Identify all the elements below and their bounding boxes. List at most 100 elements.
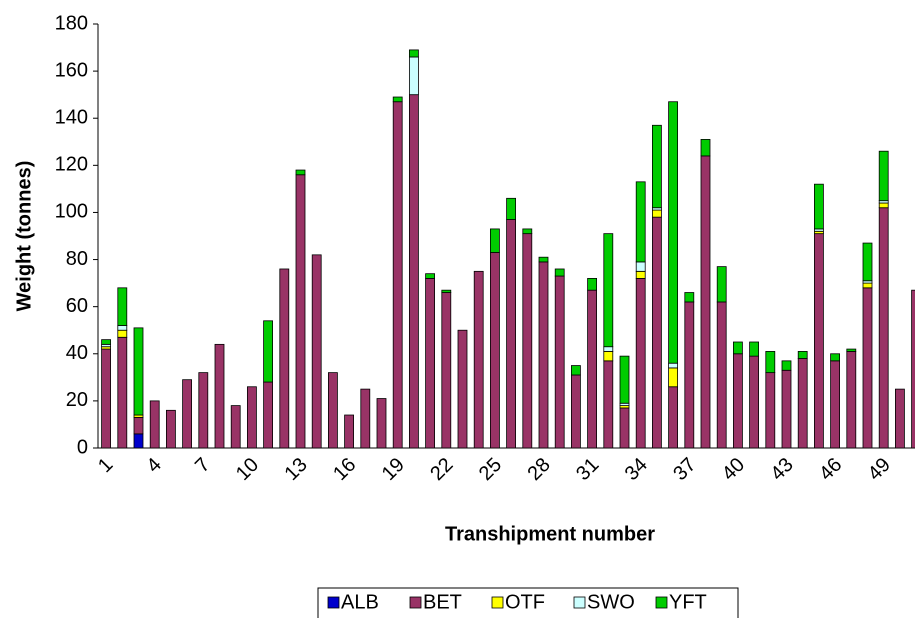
bar-segment xyxy=(668,101,678,364)
y-tick-label: 0 xyxy=(77,436,88,458)
bar-segment xyxy=(603,351,614,362)
legend-label: BET xyxy=(423,591,462,613)
bar-segment xyxy=(814,233,824,449)
bar-segment xyxy=(684,301,695,449)
bar-segment xyxy=(733,353,743,449)
legend-swatch xyxy=(409,596,422,609)
bar-segment xyxy=(457,329,468,449)
bar-segment xyxy=(392,101,403,449)
bar-segment xyxy=(830,360,840,449)
bar-segment xyxy=(554,275,565,449)
bar-segment xyxy=(781,360,792,371)
bar-segment xyxy=(878,150,889,202)
bar-segment xyxy=(765,372,776,449)
bar-segment xyxy=(279,268,290,449)
legend-swatch xyxy=(327,596,340,609)
bar-segment xyxy=(846,351,857,449)
bar-segment xyxy=(716,301,727,449)
bar-segment xyxy=(765,351,776,374)
x-tick-label: 34 xyxy=(621,454,652,485)
bar-segment xyxy=(117,329,128,338)
y-axis-title: Weight (tonnes) xyxy=(13,161,35,312)
x-tick-label: 25 xyxy=(475,454,506,485)
bar-segment xyxy=(392,96,403,103)
bar-segment xyxy=(327,372,338,449)
y-tick-label: 80 xyxy=(66,248,88,270)
legend-label: ALB xyxy=(341,591,379,613)
bar-segment xyxy=(749,355,759,449)
bar-segment xyxy=(360,388,371,449)
bar-segment xyxy=(198,372,209,449)
bar-segment xyxy=(652,124,662,209)
bar-segment xyxy=(619,407,630,449)
bar-segment xyxy=(489,252,500,449)
bar-segment xyxy=(652,209,662,218)
bar-segment xyxy=(862,242,873,282)
bar-segment xyxy=(716,266,727,303)
bar-segment xyxy=(230,405,241,449)
bar-segment xyxy=(603,360,614,449)
bar-segment xyxy=(635,277,646,449)
legend-label: YFT xyxy=(669,591,707,613)
x-tick-label: 19 xyxy=(378,454,409,485)
x-tick-label: 10 xyxy=(232,454,263,485)
y-tick-label: 100 xyxy=(55,201,88,223)
y-tick-label: 180 xyxy=(55,12,88,34)
bar-segment xyxy=(652,216,662,449)
bar-segment xyxy=(408,56,419,96)
bar-segment xyxy=(538,261,549,449)
bar-segment xyxy=(133,327,144,416)
bar-segment xyxy=(587,289,597,449)
bar-segment xyxy=(489,228,500,253)
bar-segment xyxy=(862,282,873,289)
bar-segment xyxy=(117,287,128,326)
bar-segment xyxy=(263,320,274,383)
bar-segment xyxy=(101,339,111,345)
bar-segment xyxy=(603,233,614,348)
y-tick-label: 120 xyxy=(55,154,88,176)
bar-segment xyxy=(587,277,597,291)
bar-segment xyxy=(797,358,808,449)
bar-segment xyxy=(522,233,533,449)
bar-segment xyxy=(425,277,436,449)
legend-swatch xyxy=(573,596,586,609)
bar-segment xyxy=(506,219,517,449)
bar-segment xyxy=(506,197,517,220)
legend-swatch xyxy=(491,596,504,609)
bar-segment xyxy=(619,355,630,404)
bar-segment xyxy=(635,270,646,279)
bar-segment xyxy=(376,398,387,449)
x-tick-label: 7 xyxy=(191,454,214,477)
y-tick-label: 20 xyxy=(66,389,88,411)
bar-segment xyxy=(635,181,646,263)
bar-segment xyxy=(425,273,436,279)
bar-segment xyxy=(700,139,711,157)
x-axis-title: Transhipment number xyxy=(445,523,655,545)
x-tick-label: 22 xyxy=(426,454,457,485)
bar-segment xyxy=(441,289,452,293)
bar-segment xyxy=(830,353,840,362)
bar-segment xyxy=(635,261,646,272)
bar-segment xyxy=(878,207,889,449)
bar-segment xyxy=(441,292,452,449)
y-tick-label: 40 xyxy=(66,342,88,364)
x-tick-label: 40 xyxy=(718,454,749,485)
x-tick-label: 4 xyxy=(143,454,166,477)
bar-segment xyxy=(117,325,128,331)
x-tick-label: 49 xyxy=(864,454,895,485)
bar-segment xyxy=(408,49,419,58)
bar-segment xyxy=(733,341,743,355)
bar-segment xyxy=(862,287,873,449)
x-tick-label: 1 xyxy=(94,454,117,477)
legend-label: SWO xyxy=(587,591,635,613)
bar-segment xyxy=(101,348,111,449)
bar-segment xyxy=(797,351,808,359)
bar-segment xyxy=(408,94,419,449)
bar-segment xyxy=(668,362,678,369)
bar-segment xyxy=(895,388,905,449)
bar-segment xyxy=(522,228,533,235)
bar-segment xyxy=(781,369,792,449)
bar-segment xyxy=(246,386,257,449)
bar-segment xyxy=(814,183,824,230)
